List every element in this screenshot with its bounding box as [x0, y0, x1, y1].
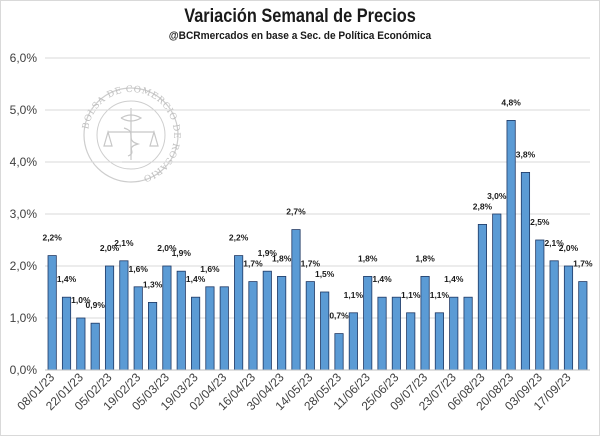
- bar: [176, 270, 186, 371]
- bar: [578, 281, 588, 371]
- data-label: 1,9%: [258, 248, 278, 258]
- bar: [205, 286, 215, 371]
- bar: [520, 171, 531, 371]
- data-label: 1,0%: [71, 295, 91, 305]
- bar: [406, 312, 416, 371]
- y-axis-tick-labels: 0,0% 1,0% 2,0% 3,0% 4,0% 5,0% 6,0%: [10, 51, 38, 377]
- bar: [535, 239, 545, 371]
- data-label: 1,8%: [415, 253, 435, 263]
- bar: [320, 291, 330, 371]
- data-label: 1,4%: [444, 274, 464, 284]
- bar: [434, 312, 444, 371]
- bar: [90, 322, 100, 371]
- bar: [277, 275, 287, 371]
- bar: [76, 317, 86, 371]
- bar: [563, 265, 574, 371]
- bar: [219, 286, 229, 371]
- data-label: 1,5%: [315, 269, 335, 279]
- y-tick-label: 1,0%: [10, 311, 38, 325]
- bar: [162, 265, 172, 371]
- bar: [549, 260, 559, 371]
- data-label: 2,2%: [42, 233, 62, 243]
- bar: [61, 296, 72, 371]
- data-label: 1,8%: [358, 253, 378, 263]
- data-labels: 2,2%1,4%1,0%0,9%2,0%2,1%1,6%1,3%2,0%1,9%…: [42, 97, 592, 320]
- data-label: 1,6%: [129, 264, 149, 274]
- data-label: 4,8%: [501, 97, 521, 107]
- bar: [133, 286, 143, 371]
- data-label: 0,7%: [329, 311, 349, 321]
- y-tick-label: 0,0%: [10, 363, 38, 377]
- data-label: 1,4%: [57, 274, 77, 284]
- data-label: 0,9%: [86, 300, 106, 310]
- y-tick-label: 2,0%: [10, 259, 38, 273]
- data-label: 3,8%: [516, 149, 536, 159]
- bar: [492, 213, 502, 371]
- bar: [334, 333, 344, 371]
- bar: [477, 223, 487, 371]
- bar: [47, 255, 57, 371]
- bar: [506, 120, 516, 371]
- data-label: 2,1%: [544, 238, 564, 248]
- y-tick-label: 5,0%: [10, 103, 38, 117]
- data-label: 2,1%: [114, 238, 134, 248]
- bar: [363, 275, 373, 371]
- data-label: 2,7%: [286, 207, 306, 217]
- chart-title: Variación Semanal de Precios: [184, 6, 416, 27]
- x-axis-tick-labels: 08/01/2322/01/2305/02/2319/02/2305/03/23…: [14, 370, 573, 413]
- bar: [119, 260, 129, 371]
- bars: [47, 120, 588, 371]
- watermark-seal: BOLSA DE COMERCIO DE ROSARIO: [81, 85, 180, 183]
- bar: [377, 296, 387, 371]
- bar: [463, 296, 473, 371]
- data-label: 1,1%: [401, 290, 421, 300]
- bar: [234, 255, 244, 371]
- bar: [104, 265, 115, 371]
- bar: [148, 301, 158, 371]
- data-label: 2,2%: [229, 233, 249, 243]
- data-label: 1,3%: [143, 279, 163, 289]
- bar: [191, 296, 201, 371]
- data-label: 1,1%: [344, 290, 364, 300]
- data-label: 2,0%: [157, 243, 177, 253]
- bar: [248, 281, 258, 371]
- data-label: 1,4%: [372, 274, 392, 284]
- data-label: 1,4%: [186, 274, 206, 284]
- bar: [305, 281, 315, 371]
- bar: [391, 296, 401, 371]
- data-label: 1,9%: [172, 248, 192, 258]
- data-label: 2,0%: [559, 243, 579, 253]
- data-label: 1,7%: [243, 259, 263, 269]
- caduceus-scales-seal-icon: [103, 108, 159, 163]
- bar: [420, 275, 430, 371]
- chart-subtitle: @BCRmercados en base a Sec. de Política …: [168, 30, 432, 42]
- bar: [291, 229, 301, 371]
- data-label: 1,6%: [200, 264, 220, 274]
- bar: [348, 312, 358, 371]
- y-tick-label: 3,0%: [10, 207, 38, 221]
- data-label: 2,0%: [100, 243, 120, 253]
- bar: [262, 270, 272, 371]
- bar: [449, 296, 459, 371]
- data-label: 2,5%: [530, 217, 550, 227]
- data-label: 1,7%: [573, 259, 593, 269]
- y-tick-label: 6,0%: [10, 51, 38, 65]
- data-label: 1,8%: [272, 253, 292, 263]
- data-label: 1,1%: [430, 290, 450, 300]
- y-tick-label: 4,0%: [10, 155, 38, 169]
- data-label: 1,7%: [301, 259, 321, 269]
- data-label: 2,8%: [473, 201, 493, 211]
- data-label: 3,0%: [487, 191, 507, 201]
